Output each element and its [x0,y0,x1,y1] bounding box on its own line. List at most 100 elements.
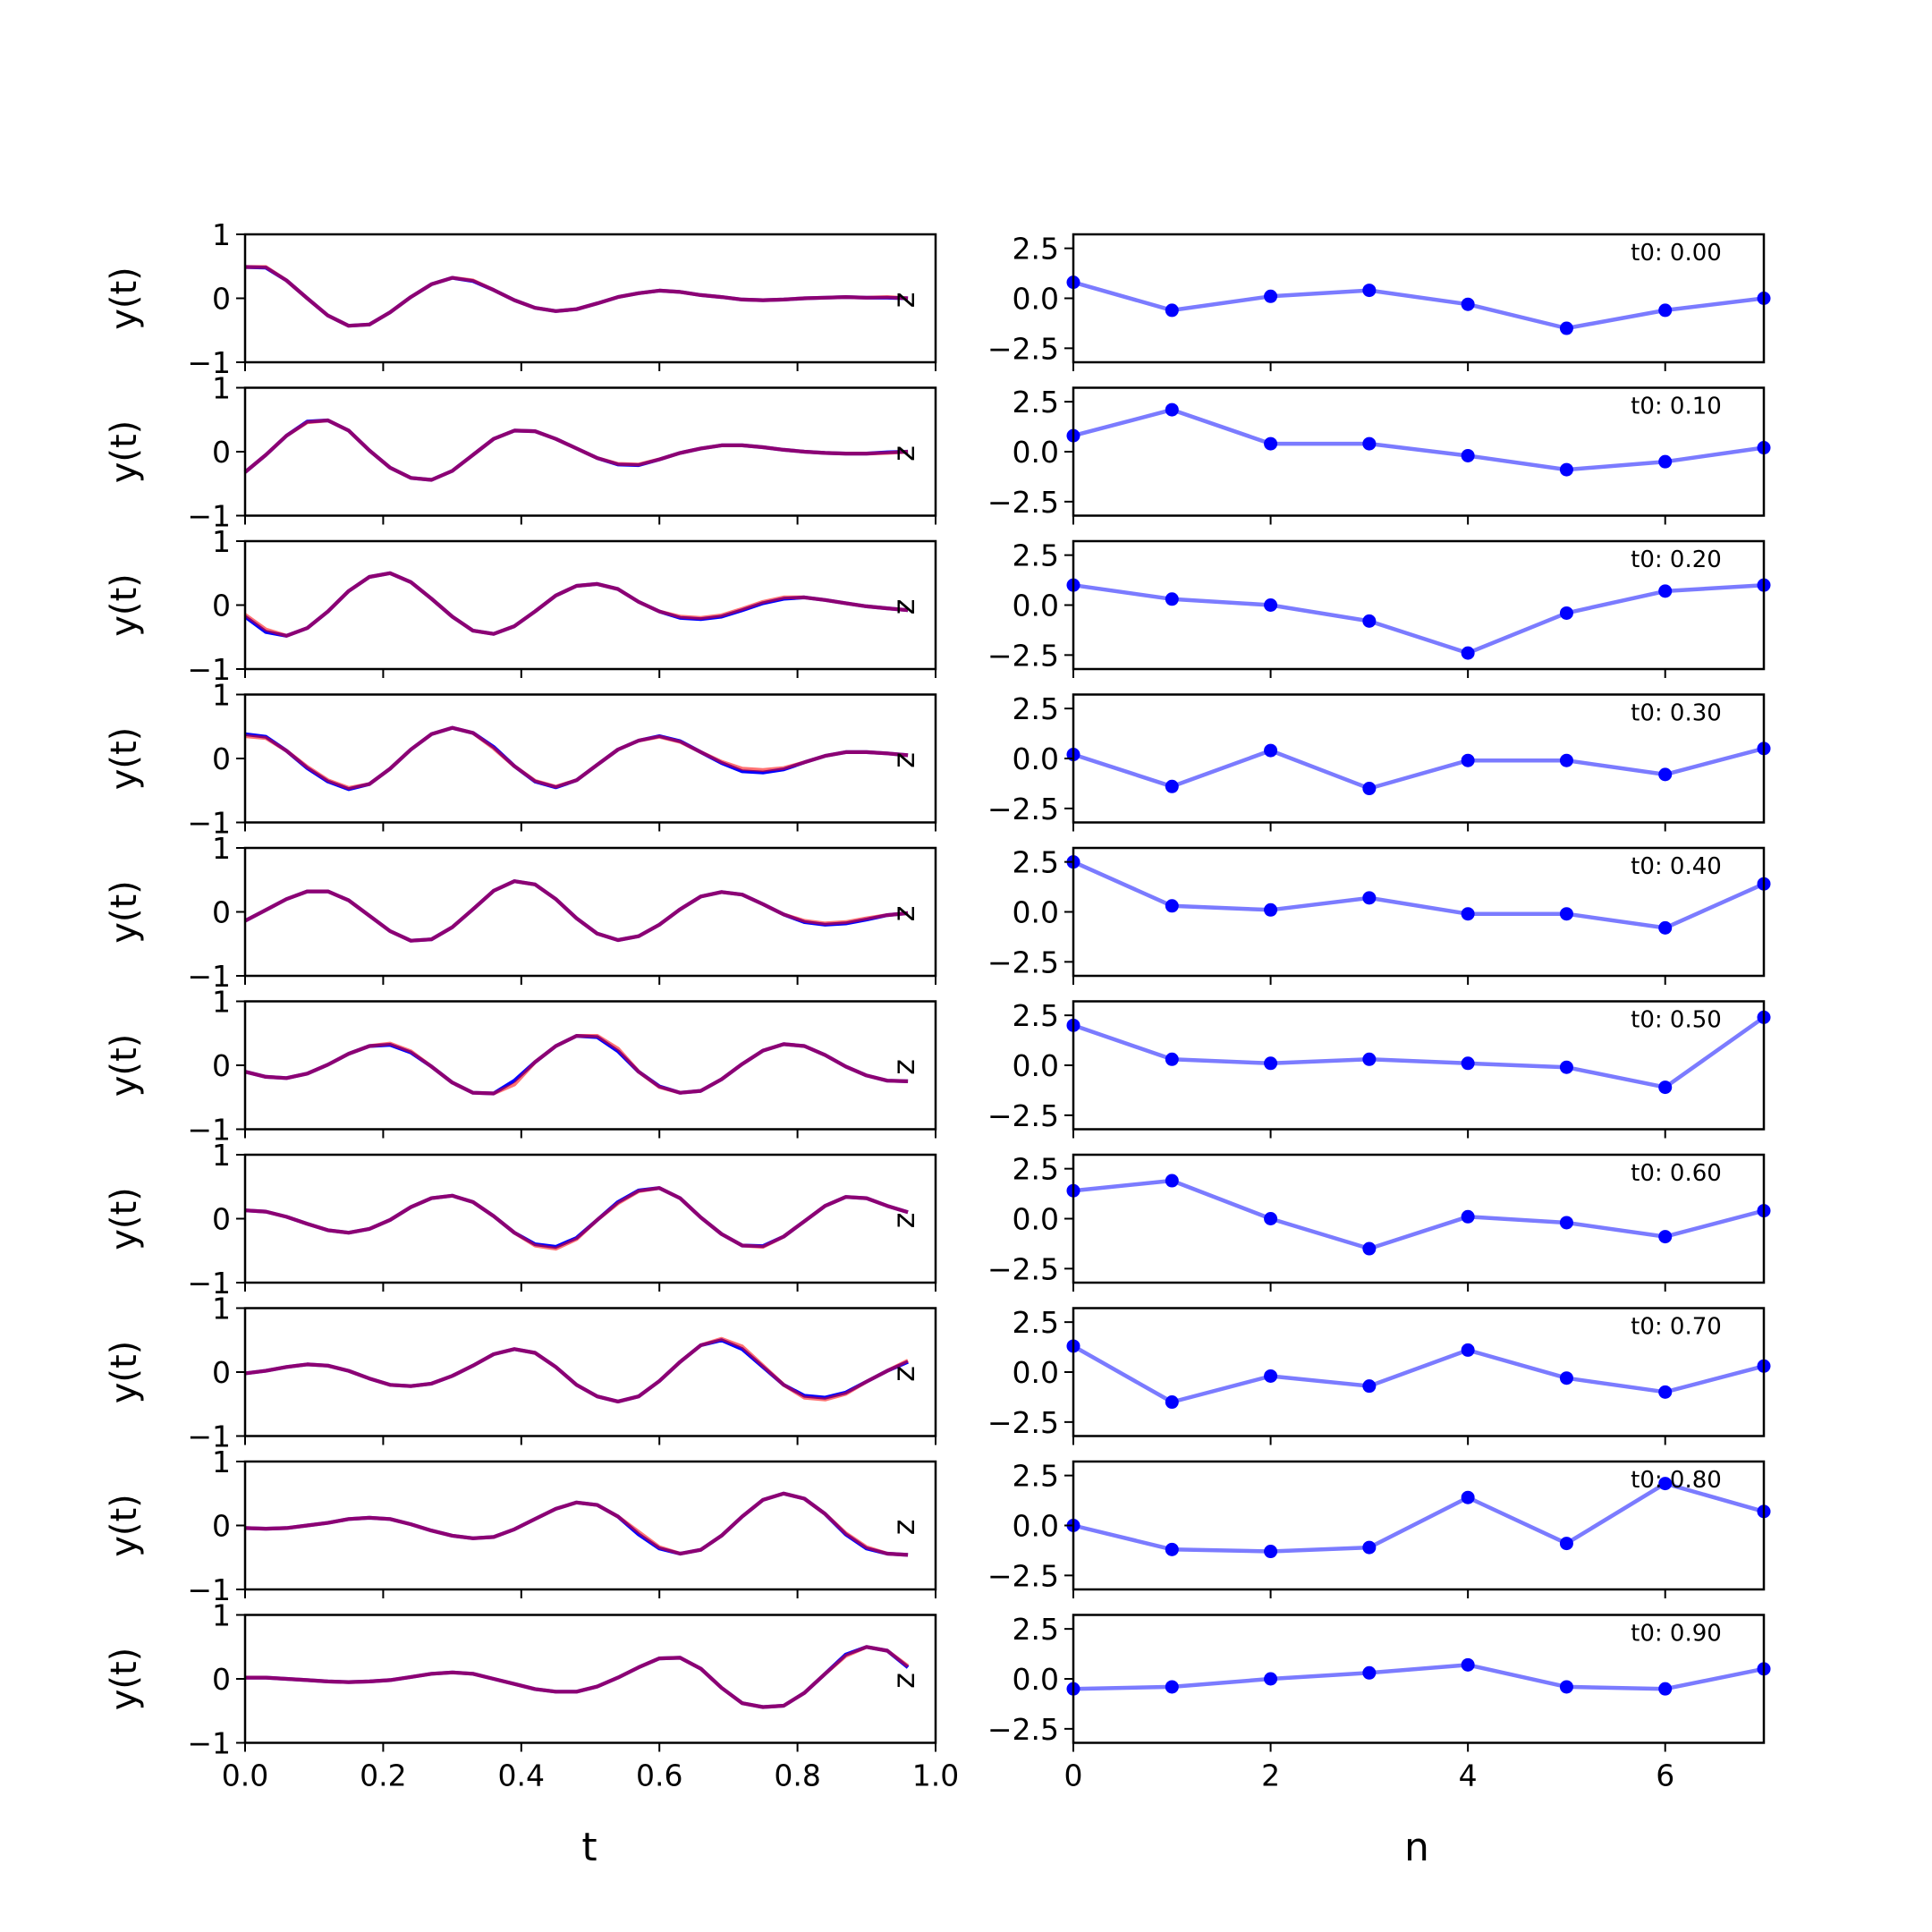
coeff-point [1362,436,1377,451]
stray-z-label: z [886,1059,922,1075]
coeff-panel-8: −2.5 0.0 2.5 t0: 0.80 [987,1459,1771,1598]
coeff-panel-5: −2.5 0.0 2.5 t0: 0.50 [987,998,1771,1139]
y-tick-label: 0.0 [1013,895,1059,930]
coeff-panel-2: −2.5 0.0 2.5 t0: 0.20 [987,538,1771,678]
coeff-panel-0: −2.5 0.0 2.5 t0: 0.00 [987,232,1771,371]
t0-annotation: t0: 0.90 [1631,1621,1722,1648]
coeff-point [1362,1241,1377,1256]
y-tick-label: 2.5 [1013,1152,1059,1187]
coeff-point [1461,646,1475,660]
y-tick-label: 0.0 [1013,1048,1059,1083]
y-axis-label: y(t) [104,1648,145,1711]
y-tick-label: 0.0 [1013,741,1059,776]
y-tick-label: −2.5 [987,1558,1059,1593]
stray-z-label: z [886,1366,922,1382]
coeff-point [1165,1395,1179,1410]
y-tick-label: −1 [187,1266,231,1301]
coeff-point [1362,284,1377,298]
y-tick-label: 0.0 [1013,1355,1059,1390]
y-tick-label: −2.5 [987,1405,1059,1440]
coeff-point [1658,1080,1673,1095]
coeff-panel-4: −2.5 0.0 2.5 t0: 0.40 [987,845,1771,985]
y-axis-label: y(t) [104,1034,145,1097]
y-tick-label: 2.5 [1013,232,1059,267]
coeff-point [1559,1537,1573,1551]
coeff-point [1264,436,1278,451]
y-tick-label: 0 [212,1662,231,1697]
coeff-point [1165,779,1179,793]
y-tick-label: 0.0 [1013,1509,1059,1544]
coeff-panel-9: −2.5 0.0 2.5 0 2 4 6 t0: 0.90 [987,1612,1771,1793]
axes-frame [243,693,937,824]
stray-z-label: z [886,1520,922,1536]
y-axis-label: y(t) [104,880,145,944]
axes-frame [243,1614,937,1744]
y-tick-label: 2.5 [1013,845,1059,880]
y-tick-label: 2.5 [1013,538,1059,573]
stray-z-label: z [886,445,922,462]
t0-annotation: t0: 0.60 [1631,1160,1722,1187]
y-tick-label: 0 [212,1509,231,1544]
coeff-panel-6: −2.5 0.0 2.5 t0: 0.60 [987,1152,1771,1292]
y-tick-label: 0.0 [1013,1662,1059,1697]
coeff-point [1165,303,1179,318]
t0-annotation: t0: 0.30 [1631,700,1722,727]
coeff-point [1264,598,1278,612]
coeff-point [1461,448,1475,462]
y-tick-label: −1 [187,345,231,380]
y-tick-label: 2.5 [1013,1459,1059,1494]
y-tick-label: −1 [187,1726,231,1761]
y-tick-label: −2.5 [987,945,1059,979]
coeff-point [1362,614,1377,628]
coeff-point [1658,303,1673,318]
coeff-point [1559,753,1573,767]
y-tick-label: −2.5 [987,1251,1059,1286]
coeff-point [1461,1056,1475,1071]
x-tick-label: 0.0 [222,1758,268,1793]
y-tick-label: −1 [187,1419,231,1454]
y-tick-label: 2.5 [1013,385,1059,419]
coeff-point [1362,1540,1377,1555]
coeff-line [1072,1481,1765,1554]
y-tick-label: −1 [187,806,231,841]
coeff-point [1362,1052,1377,1066]
coeff-point [1658,1385,1673,1399]
y-tick-label: −1 [187,652,231,687]
coeff-panel-3: −2.5 0.0 2.5 t0: 0.30 [987,691,1771,832]
coeff-point [1461,753,1475,767]
y-tick-label: 0 [212,895,231,930]
x-tick-label: 6 [1656,1758,1674,1793]
coeff-line [1072,1178,1765,1251]
coeff-point [1559,606,1573,620]
signal-line-2 [244,1336,910,1404]
axes-frame [243,539,937,671]
time-panel-2: −1 0 1 y(t) z [104,524,937,687]
y-tick-label: 0 [212,435,231,470]
x-tick-label: 1.0 [912,1758,959,1793]
y-tick-label: 0.0 [1013,282,1059,317]
coeff-line [1072,1663,1765,1691]
coeff-point [1461,1343,1475,1357]
time-panel-5: −1 0 1 y(t) z [104,985,937,1148]
coeff-point [1461,1490,1475,1504]
y-axis-label: y(t) [104,573,145,637]
y-tick-label: −1 [187,959,231,994]
signal-line-1 [244,1033,909,1096]
coeff-point [1559,1371,1573,1385]
axes-frame [243,1153,937,1284]
signal-line-2 [243,571,909,638]
coeff-point [1658,584,1673,598]
y-tick-label: 2.5 [1013,998,1059,1033]
time-panel-1: −1 0 1 y(t) z [104,371,937,534]
y-axis-label: y(t) [104,1187,145,1250]
y-axis-label: y(t) [104,1494,145,1557]
signal-line-2 [244,725,909,791]
coeff-line [1072,407,1765,472]
coeff-point [1264,1212,1278,1225]
coeff-point [1362,782,1377,796]
right-x-axis-label: n [1404,1825,1429,1870]
y-tick-label: −1 [187,1572,231,1607]
coeff-line [1072,1015,1766,1089]
stray-z-label: z [886,292,922,309]
